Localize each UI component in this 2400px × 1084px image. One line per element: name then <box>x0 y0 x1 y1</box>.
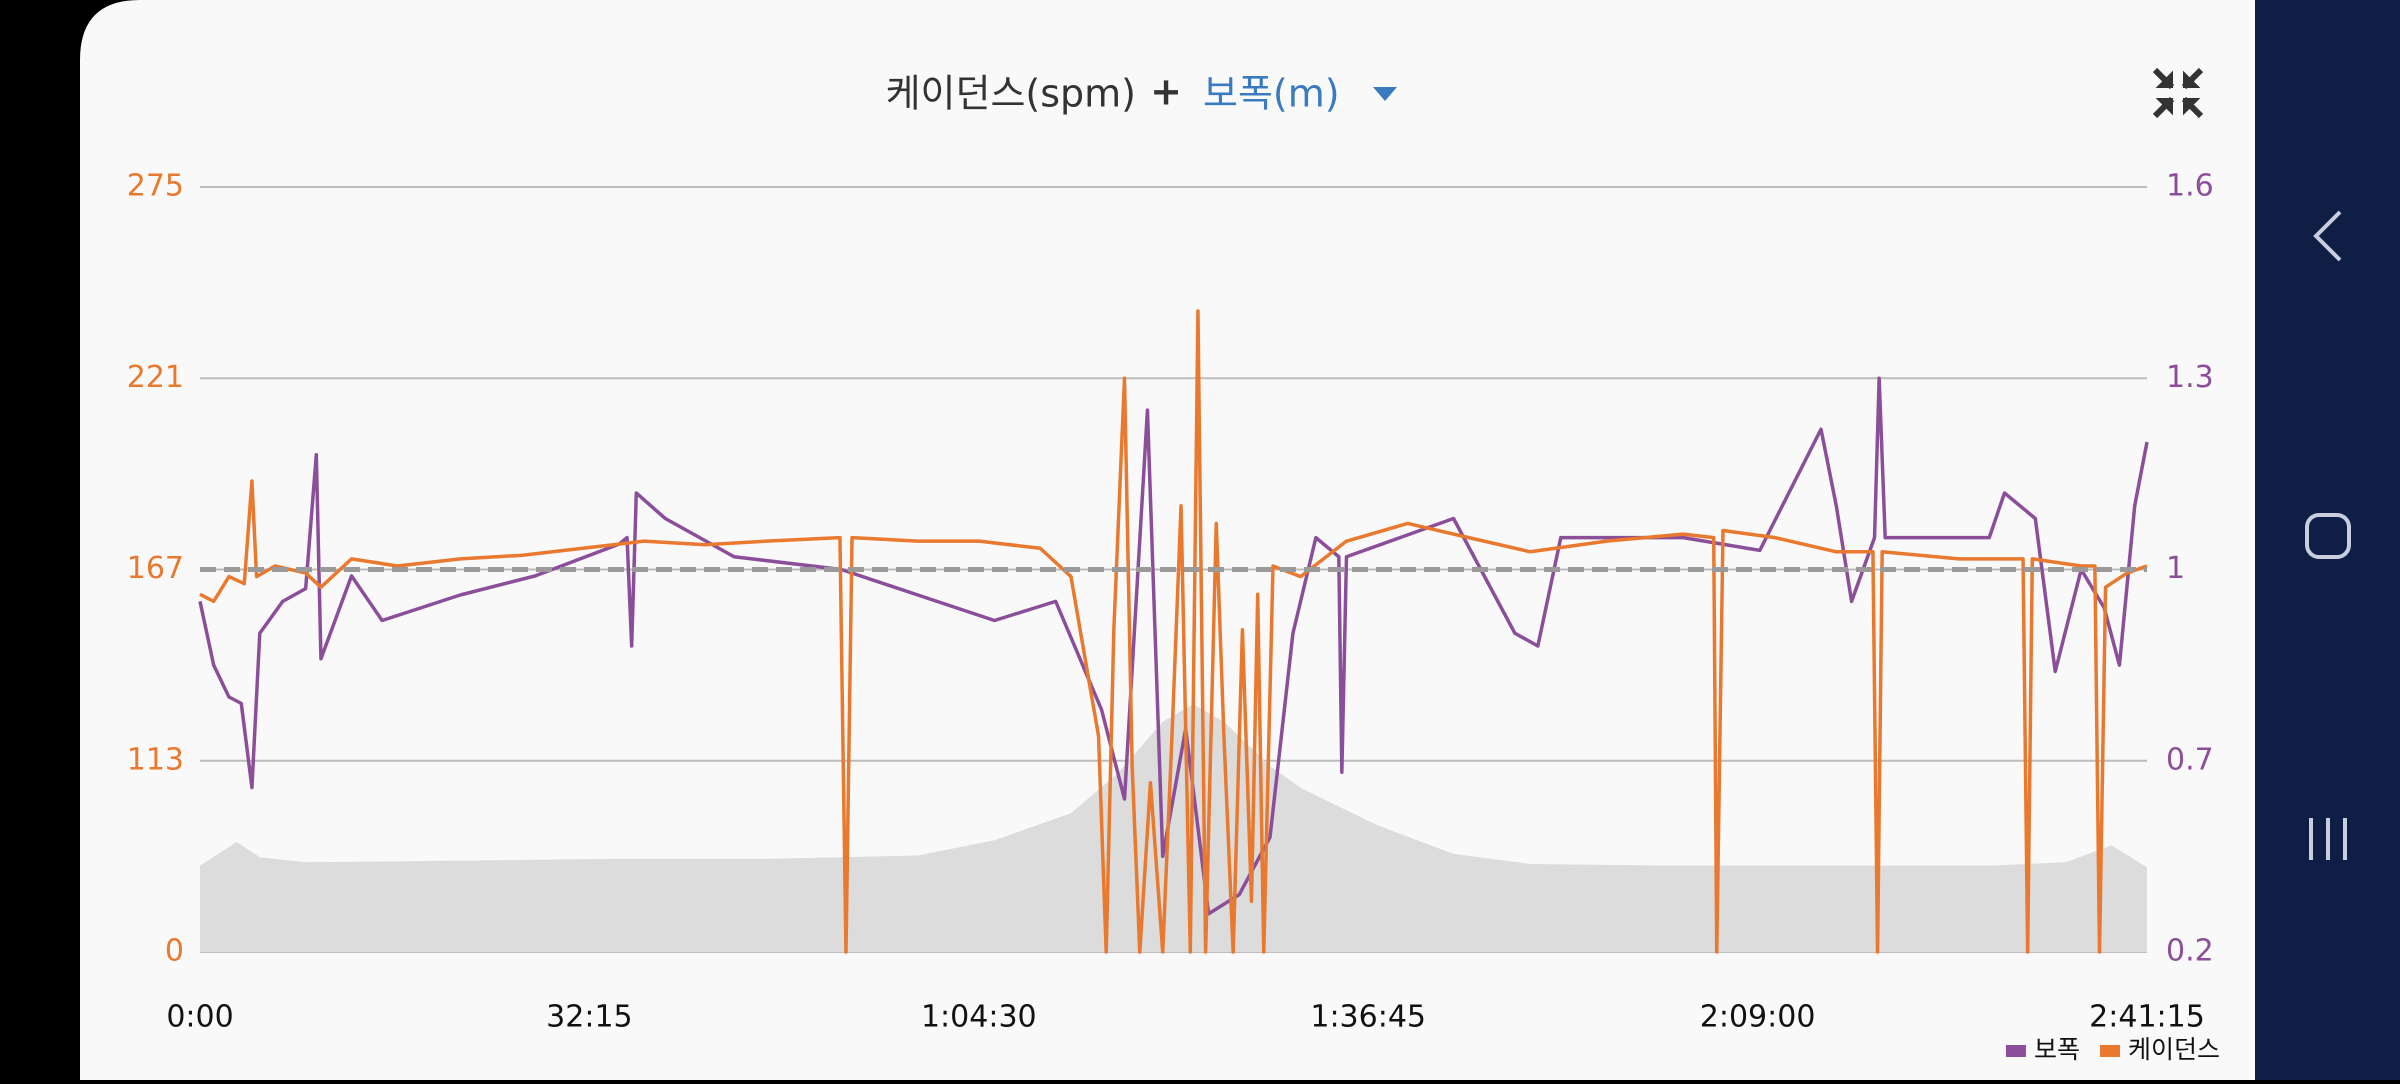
y-tick-label: 275 <box>127 169 184 204</box>
y2-tick-label: 1.3 <box>2166 360 2214 395</box>
legend-swatch <box>2005 1045 2026 1057</box>
y2-tick-label: 0.7 <box>2166 742 2214 777</box>
nav-icons <box>2305 210 2351 860</box>
back-button[interactable] <box>2313 210 2342 262</box>
dropdown-arrow[interactable] <box>1373 87 1397 101</box>
navigation-bar <box>2255 0 2400 1080</box>
y2-tick-label: 0.2 <box>2166 934 2214 969</box>
legend-swatch <box>2099 1045 2120 1057</box>
y-tick-label: 167 <box>127 551 184 586</box>
title: 케이던스(spm) <box>886 72 1136 116</box>
plot: 0 113 167 221 275 0.2 0.7 1 1.3 1.6 0:00 32:15 1:04:… <box>127 169 2220 1065</box>
x-tick-label: 0:00 <box>166 1000 233 1035</box>
y-tick-label: 0 <box>165 934 184 969</box>
x-tick-label: 2:41:15 <box>2089 1000 2205 1035</box>
title-operator: + <box>1150 70 1182 114</box>
legend-label: 케이던스 <box>2128 1035 2220 1064</box>
legend-label: 보폭 <box>2034 1035 2080 1064</box>
collapse-button[interactable] <box>2152 67 2204 119</box>
home-button[interactable] <box>2305 513 2351 559</box>
y-tick-label: 113 <box>127 742 184 777</box>
series-line <box>199 309 2148 954</box>
card <box>80 0 2255 1080</box>
series-line <box>198 376 2149 916</box>
title-secondary[interactable]: 보폭(m) <box>1203 72 1340 116</box>
x-tick-label: 1:36:45 <box>1310 1000 1426 1035</box>
recents-button[interactable] <box>2309 818 2347 860</box>
x-tick-label: 32:15 <box>546 1000 632 1035</box>
x-tick-label: 1:04:30 <box>921 1000 1037 1035</box>
y-tick-label: 221 <box>127 360 184 395</box>
x-tick-label: 2:09:00 <box>1700 1000 1816 1035</box>
y2-tick-label: 1 <box>2166 551 2185 586</box>
elevation-area <box>200 704 2147 952</box>
y2-tick-label: 1.6 <box>2166 169 2214 204</box>
